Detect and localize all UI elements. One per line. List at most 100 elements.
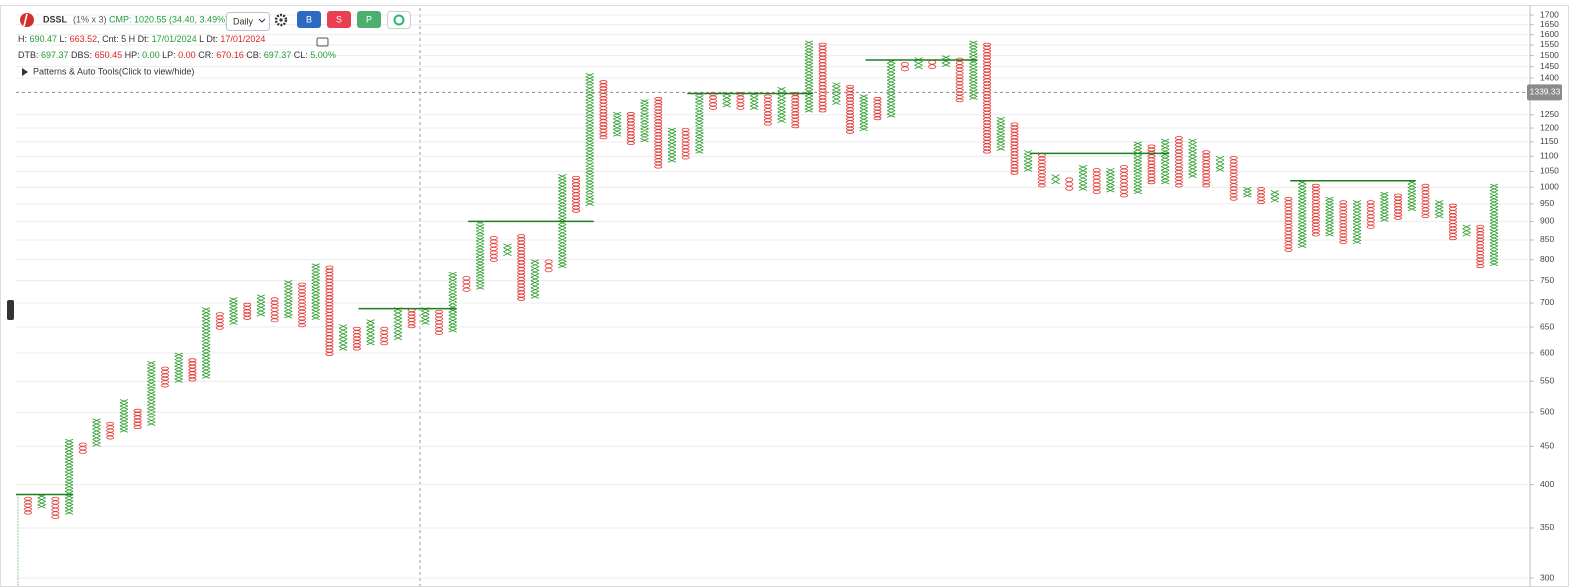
o-column bbox=[1229, 156, 1238, 201]
button-label: B bbox=[306, 14, 312, 24]
o-column bbox=[215, 312, 224, 330]
x-column bbox=[119, 399, 129, 433]
x-column bbox=[1051, 174, 1060, 185]
x-column bbox=[996, 117, 1005, 151]
x-column bbox=[311, 263, 320, 321]
x-column bbox=[338, 324, 348, 351]
y-tick-label: 1500 bbox=[1540, 50, 1559, 60]
o-column bbox=[133, 408, 142, 430]
buy-button[interactable] bbox=[297, 11, 321, 28]
x-column bbox=[37, 494, 46, 509]
o-column bbox=[380, 326, 389, 346]
circle-button[interactable] bbox=[387, 11, 411, 29]
o-column bbox=[1174, 136, 1183, 188]
info-segment: 5.00% bbox=[310, 50, 336, 60]
x-column bbox=[448, 271, 457, 333]
o-column bbox=[489, 235, 498, 262]
x-column bbox=[229, 297, 238, 325]
sell-button[interactable] bbox=[327, 11, 351, 28]
o-column bbox=[626, 112, 635, 145]
y-tick-label: 750 bbox=[1540, 275, 1554, 285]
o-column bbox=[1010, 122, 1019, 175]
info-segment: L Dt: bbox=[197, 34, 221, 44]
x-column bbox=[1325, 196, 1334, 237]
y-tick-label: 550 bbox=[1540, 376, 1554, 386]
logo-mark bbox=[23, 13, 28, 27]
x-column bbox=[804, 40, 814, 113]
o-column bbox=[352, 326, 361, 351]
o-column bbox=[1476, 224, 1485, 269]
y-tick-label: 1250 bbox=[1540, 109, 1559, 119]
y-tick-label: 950 bbox=[1540, 198, 1554, 208]
x-column bbox=[1489, 183, 1499, 267]
o-column bbox=[1065, 177, 1074, 191]
side-tab[interactable] bbox=[7, 300, 14, 320]
expand-arrow[interactable] bbox=[22, 68, 28, 76]
x-column bbox=[92, 418, 101, 447]
o-column bbox=[106, 421, 115, 440]
x-column bbox=[887, 59, 896, 118]
o-column bbox=[763, 94, 772, 126]
comment-icon[interactable] bbox=[316, 37, 329, 47]
x-column bbox=[585, 73, 594, 206]
o-column bbox=[161, 366, 170, 388]
y-tick-label: 1150 bbox=[1540, 136, 1559, 146]
x-column bbox=[201, 307, 211, 379]
x-column bbox=[393, 307, 403, 341]
x-column bbox=[366, 319, 375, 346]
x-column bbox=[667, 127, 677, 163]
o-column bbox=[78, 442, 87, 454]
y-tick-label: 600 bbox=[1540, 347, 1554, 357]
logo bbox=[20, 13, 34, 27]
y-tick-label: 1550 bbox=[1540, 39, 1559, 49]
x-column bbox=[284, 280, 293, 319]
x-column bbox=[1270, 190, 1279, 203]
p-button[interactable] bbox=[357, 11, 381, 28]
o-column bbox=[1257, 187, 1266, 205]
y-tick-label: 800 bbox=[1540, 254, 1554, 264]
info-segment: 690.47 bbox=[30, 34, 58, 44]
o-column bbox=[1202, 150, 1211, 188]
o-column bbox=[462, 276, 471, 292]
y-tick-label: 1200 bbox=[1540, 122, 1559, 132]
y-tick-label: 650 bbox=[1540, 321, 1554, 331]
info-segment: 697.37 bbox=[41, 50, 69, 60]
settings-icon[interactable] bbox=[274, 13, 288, 27]
o-column bbox=[1120, 165, 1129, 198]
info-segment: 663.52 bbox=[70, 34, 98, 44]
settings-icon-center bbox=[279, 18, 283, 22]
info-segment: LP: bbox=[160, 50, 179, 60]
info-segment: 697.37 bbox=[264, 50, 292, 60]
interval-select[interactable] bbox=[226, 12, 270, 31]
o-column bbox=[873, 96, 882, 121]
x-column bbox=[1078, 164, 1088, 191]
tools-toggle[interactable]: Patterns & Auto Tools(Click to view/hide… bbox=[33, 66, 194, 76]
last-price-label: 1339.33 bbox=[1530, 87, 1561, 97]
o-column bbox=[1394, 193, 1403, 220]
o-column bbox=[407, 308, 416, 329]
y-tick-label: 1050 bbox=[1540, 166, 1559, 176]
info-segment: 650.45 bbox=[95, 50, 123, 60]
y-tick-label: 1100 bbox=[1540, 151, 1559, 161]
o-column bbox=[1366, 200, 1375, 229]
button-label: P bbox=[366, 14, 372, 24]
o-column bbox=[517, 234, 526, 301]
y-tick-label: 1600 bbox=[1540, 29, 1559, 39]
o-column bbox=[435, 309, 444, 335]
y-tick-label: 900 bbox=[1540, 216, 1554, 226]
o-column bbox=[270, 297, 279, 323]
o-column bbox=[325, 265, 334, 356]
x-column bbox=[64, 438, 74, 515]
x-column bbox=[530, 259, 540, 299]
o-column bbox=[599, 80, 608, 140]
circle-icon bbox=[393, 14, 405, 26]
x-column bbox=[640, 99, 649, 143]
info-segment: , Cnt: 5 H Dt: bbox=[97, 34, 152, 44]
x-column bbox=[1161, 138, 1170, 185]
symbol: DSSL bbox=[43, 14, 68, 24]
y-tick-label: 1450 bbox=[1540, 61, 1559, 71]
y-tick-label: 300 bbox=[1540, 572, 1554, 582]
info-segment: HP: bbox=[122, 50, 142, 60]
y-tick-label: 350 bbox=[1540, 522, 1554, 532]
